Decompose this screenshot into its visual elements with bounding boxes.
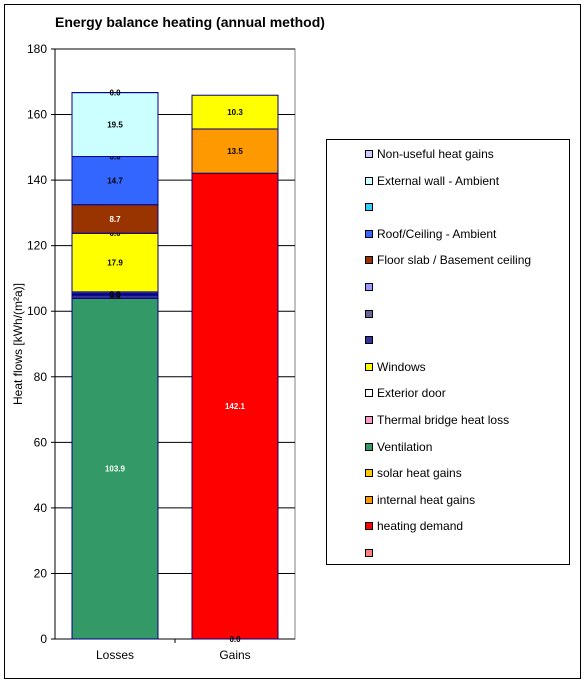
y-tick-label: 100 [27,304,47,318]
bar-segment [71,297,159,640]
legend-item: Roof/Ceiling - Ambient [365,226,496,242]
legend-swatch [365,442,373,451]
y-axis-label: Heat flows [kWh/(m²a)] [11,283,25,405]
y-tick-label: 140 [27,173,47,187]
legend-label: Roof/Ceiling - Ambient [377,226,497,241]
legend-swatch [365,150,373,158]
bar-segment [191,172,279,640]
legend-swatch [365,549,373,557]
legend-item [365,332,377,348]
legend-swatch [365,256,373,265]
bar-segment [71,92,159,158]
legend-label: Thermal bridge heat loss [377,413,510,427]
data-label: 14.7 [107,177,123,186]
legend-label: External wall - Ambient [377,173,500,188]
y-tick-label: 160 [27,108,47,122]
legend-swatch [365,362,373,371]
bar-segment [71,156,159,206]
data-label: 8.7 [109,215,121,224]
legend-item: External wall - Ambient [365,173,499,189]
data-label: 0.0 [109,290,121,299]
legend-item: Thermal bridge heat loss [365,412,509,428]
y-tick-label: 60 [34,435,48,449]
legend-item [365,279,377,295]
bar-segment [71,204,159,234]
legend-item: solar heat gains [365,465,462,481]
legend-swatch [365,336,373,345]
data-label: 17.9 [107,259,123,268]
x-tick-label: Losses [96,648,134,662]
legend-item: heating demand [365,518,463,534]
legend-swatch [365,469,373,478]
legend-label: solar heat gains [377,466,462,481]
legend-label: internal heat gains [377,492,476,507]
data-label: 0.0 [229,635,241,644]
chart-title: Energy balance heating (annual method) [55,14,325,30]
bar-segment [71,232,159,293]
legend-label: heating demand [377,519,464,534]
bar-segment [191,128,279,174]
x-tick-label: Gains [219,648,250,662]
legend-swatch [365,416,373,424]
legend-swatch [365,522,373,531]
legend-swatch [365,389,373,398]
legend: Non-useful heat gains External wall - Amb… [326,139,570,565]
legend-item: Floor slab / Basement ceiling [365,252,531,268]
legend-item: Ventilation [365,439,432,455]
legend-label: Floor slab / Basement ceiling [377,253,532,268]
y-tick-label: 120 [27,239,47,253]
legend-swatch [365,309,373,318]
data-label: 0.0 [109,89,121,98]
legend-label: Windows [377,359,426,374]
legend-item [365,306,377,322]
data-label: 0.0 [109,292,121,301]
legend-item: Non-useful heat gains [365,146,494,162]
data-label: 10.3 [227,108,243,117]
legend-item [365,199,377,215]
legend-item [365,545,377,561]
legend-label: Non-useful heat gains [377,147,494,161]
legend-swatch [365,176,373,185]
bar-segment [191,94,279,130]
y-tick-label: 0 [40,632,47,646]
legend-item: Exterior door [365,385,446,401]
legend-swatch [365,229,373,238]
y-tick-label: 20 [34,566,48,580]
legend-label: Ventilation [377,439,433,454]
y-tick-label: 40 [34,501,48,515]
data-label: 13.5 [227,147,243,156]
legend-swatch [365,283,373,291]
y-tick-label: 80 [34,370,48,384]
legend-swatch [365,495,373,504]
data-label: 103.9 [105,465,126,474]
legend-item: internal heat gains [365,492,475,508]
legend-label: Exterior door [377,386,446,401]
legend-swatch [365,203,373,212]
y-tick-label: 180 [27,42,47,56]
data-label: 142.1 [225,402,246,411]
legend-item: Windows [365,359,426,375]
data-label: 19.5 [107,121,123,130]
